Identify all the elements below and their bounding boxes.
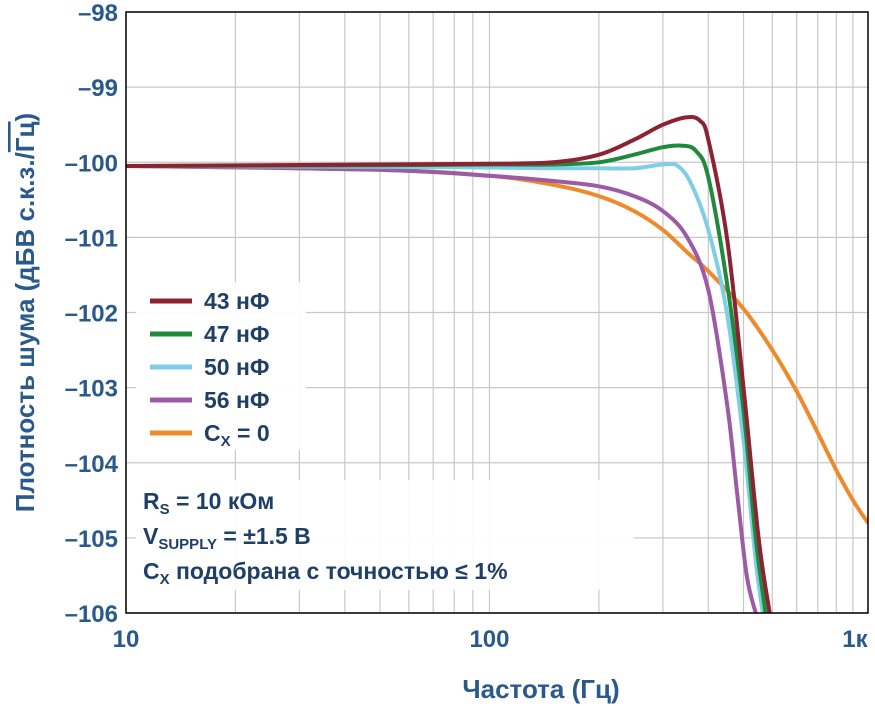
- x-tick-label: 10: [113, 626, 140, 653]
- y-tick-label: –100: [65, 150, 118, 177]
- series-curves: [126, 114, 868, 613]
- x-axis-title: Частота (Гц): [462, 674, 619, 704]
- legend-label: 47 нФ: [204, 321, 270, 347]
- series-line-1: [126, 114, 772, 613]
- y-tick-label: –102: [65, 301, 118, 328]
- legend-label: CX = 0: [204, 420, 270, 450]
- y-tick-label: –103: [65, 376, 118, 403]
- y-tick-label: –105: [65, 526, 118, 553]
- series-line-4: [126, 164, 758, 613]
- series-line-3: [126, 161, 765, 613]
- annotation-line: VSUPPLY = ±1.5 В: [143, 523, 311, 553]
- plot-frame: [125, 11, 869, 614]
- y-axis-title-close: ): [10, 113, 40, 122]
- legend-label: 50 нФ: [204, 354, 270, 380]
- y-tick-label: –101: [65, 225, 118, 252]
- grid: [125, 11, 868, 614]
- y-tick-label: –106: [65, 601, 118, 628]
- y-tick-labels: –98 –99 –100 –101 –102 –103 –104 –105 –106: [65, 0, 119, 628]
- x-tick-label: 100: [469, 626, 509, 653]
- y-tick-label: –104: [65, 451, 119, 478]
- annotation-line: CX подобрана с точностью ≤ 1%: [143, 558, 508, 588]
- y-axis-title-main: Плотность шума (дБВ с.к.з./: [10, 152, 40, 512]
- x-tick-labels: 10 100 1к: [113, 626, 869, 653]
- conditions-annotation: RS = 10 кОм VSUPPLY = ±1.5 В CX подобрана …: [136, 480, 634, 590]
- y-tick-label: –99: [78, 75, 118, 102]
- y-axis-title-sqrt: Гц: [10, 121, 40, 152]
- legend-label: 56 нФ: [204, 387, 270, 413]
- svg-text:Плотность шума (дБВ с.к.з./Гц): Плотность шума (дБВ с.к.з./Гц): [10, 113, 40, 512]
- y-tick-label: –98: [78, 0, 118, 27]
- y-axis-title: Плотность шума (дБВ с.к.з./Гц): [10, 113, 40, 512]
- legend-label: 43 нФ: [204, 288, 270, 314]
- legend: 43 нФ 47 нФ 50 нФ 56 нФ CX = 0: [136, 282, 306, 450]
- x-tick-label: 1к: [842, 626, 868, 653]
- annotation-background: [136, 480, 634, 590]
- annotation-line: RS = 10 кОм: [143, 488, 274, 518]
